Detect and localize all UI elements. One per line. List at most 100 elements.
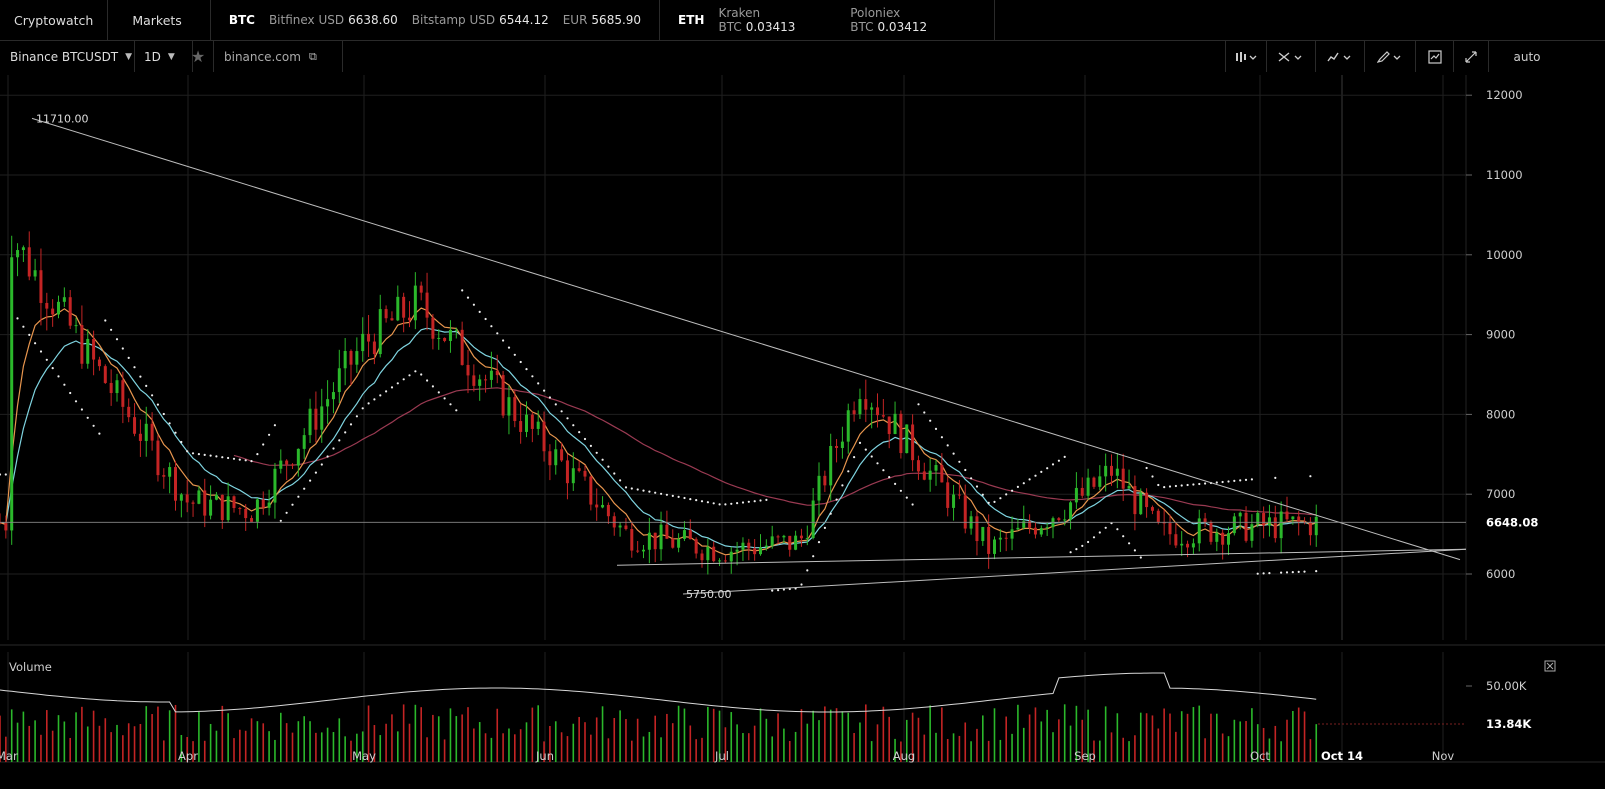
sar-dot [812, 555, 815, 558]
sar-dot [543, 389, 546, 392]
candle-body [1203, 518, 1207, 523]
sar-dot [191, 452, 195, 455]
sar-dot [215, 455, 218, 458]
candle-body [74, 325, 78, 327]
sar-dot [788, 587, 791, 591]
sar-dot [1116, 528, 1119, 531]
candle-body [794, 535, 798, 550]
sar-dot [268, 433, 271, 436]
sar-dot [256, 453, 259, 456]
candle-body [478, 379, 482, 386]
candle-body [899, 413, 903, 454]
candle-body [68, 297, 72, 326]
sar-dot [1268, 572, 1271, 575]
candle-body [583, 470, 587, 477]
sar-dot [1128, 542, 1131, 545]
sar-dot [110, 328, 113, 331]
candles-type-button[interactable] [1225, 41, 1266, 72]
eth-ticker-group[interactable]: ETH Kraken BTC 0.03413 Poloniex BTC 0.0341… [660, 0, 996, 40]
favorite-button[interactable]: ★ [183, 41, 214, 72]
indicators-button[interactable] [1266, 41, 1315, 72]
btc-ticker-group[interactable]: BTC Bitfinex USD 6638.60 Bitstamp USD 6544… [211, 0, 661, 40]
candle-body [647, 532, 651, 550]
candle-body [0, 522, 2, 524]
time-axis-label: Mar [0, 749, 18, 763]
btc-quote-bitfinex[interactable]: Bitfinex USD 6638.60 [268, 13, 398, 27]
candle-body [741, 542, 745, 550]
fullscreen-icon [1465, 50, 1477, 63]
candle-body [472, 375, 476, 386]
markets-menu[interactable]: Markets [108, 0, 211, 40]
candle-body [729, 551, 733, 562]
candle-body [489, 370, 493, 380]
sar-dot [630, 487, 633, 490]
sar-dot [1250, 478, 1253, 481]
sar-dot [221, 456, 224, 459]
chart-grid [0, 72, 1605, 789]
sar-dot [449, 403, 452, 406]
candle-body [1092, 477, 1096, 487]
candle-body [267, 502, 271, 508]
sar-dot [303, 487, 306, 490]
candle-body [1262, 513, 1266, 526]
chart-settings-button[interactable] [1415, 41, 1453, 72]
sar-dot [1057, 459, 1060, 462]
sar-dot [186, 450, 189, 453]
candle-body [653, 532, 657, 550]
sar-dot [560, 410, 563, 413]
draw-button[interactable] [1364, 41, 1415, 72]
market-select-label: Binance BTCUSDT [10, 49, 119, 64]
compare-icon [1327, 52, 1351, 61]
btc-quote-eur[interactable]: EUR 5685.90 [562, 13, 642, 27]
sar-dot [139, 375, 142, 378]
time-axis-label: Sep [1074, 749, 1096, 763]
sar-dot [1315, 570, 1318, 573]
price-chart[interactable]: 11710.00 5750.00 6000 7000 8000 9000 10000 110… [0, 72, 1605, 789]
sar-dot [525, 368, 528, 371]
candle-body [835, 445, 839, 448]
candle-body [431, 317, 435, 339]
sar-dot [888, 476, 891, 479]
sar-dot [800, 583, 803, 586]
candle-body [916, 460, 920, 472]
sar-dot [320, 463, 323, 466]
market-select[interactable]: Binance BTCUSDT ▼ [0, 41, 135, 72]
sar-dot [1011, 489, 1014, 492]
btc-quote-bitstamp[interactable]: Bitstamp USD 6544.12 [411, 13, 549, 27]
eth-quote-kraken[interactable]: Kraken BTC 0.03413 [718, 6, 796, 34]
fullscreen-button[interactable] [1453, 41, 1488, 72]
eth-quote-poloniex[interactable]: Poloniex BTC 0.03412 [850, 6, 928, 34]
candle-body [261, 499, 265, 508]
sar-dot [355, 415, 358, 418]
sar-dot [1204, 482, 1207, 485]
brand-logo[interactable]: Cryptowatch [0, 0, 109, 40]
compare-button[interactable] [1315, 41, 1364, 72]
candle-body [1215, 532, 1219, 542]
sar-dot [1087, 540, 1090, 544]
chart-background [0, 72, 1605, 789]
time-axis-label: May [352, 749, 376, 763]
candle-body [1232, 516, 1236, 534]
sar-dot [1139, 556, 1142, 559]
sar-dot [291, 503, 294, 506]
candle-body [759, 547, 762, 555]
candle-body [659, 524, 663, 550]
candle-body [408, 317, 411, 321]
sar-dot [74, 400, 78, 403]
candle-body [612, 516, 616, 528]
candle-body [273, 468, 277, 503]
scale-mode-button[interactable]: auto [1488, 41, 1565, 72]
sar-dot [1215, 481, 1218, 484]
interval-select[interactable]: 1D ▼ [134, 41, 193, 72]
candle-body [712, 546, 716, 562]
sar-dot [1151, 475, 1154, 478]
sar-dot [607, 465, 610, 468]
price-tick-label: 12000 [1486, 88, 1523, 102]
sar-dot [227, 456, 230, 460]
sar-dot [209, 454, 212, 457]
external-link-icon: ⧉ [308, 49, 317, 63]
candle-body [788, 535, 792, 550]
sar-dot [420, 373, 423, 376]
sar-dot [1174, 484, 1177, 488]
source-link[interactable]: binance.com ⧉ [214, 41, 343, 72]
